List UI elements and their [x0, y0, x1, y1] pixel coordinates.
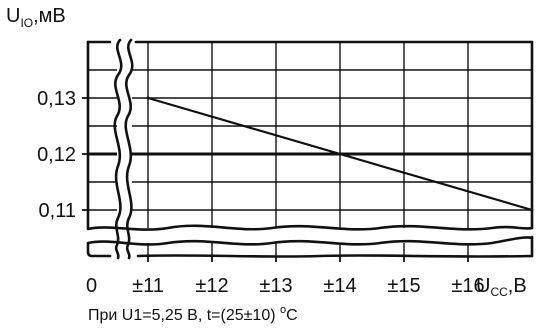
y-axis-title-unit: ,мВ	[33, 5, 66, 27]
x-tick-label-3: ±14	[323, 275, 356, 297]
axis-ticks	[82, 97, 469, 262]
y-axis-title-subscript: IO	[20, 16, 33, 30]
footnote-degree: o	[280, 304, 286, 316]
left-axis	[86, 40, 112, 258]
x-tick-label-4: ±15	[387, 275, 420, 297]
tick-labels: 0,11 0,12 0,13 ±11 ±12 ±13 ±14 ±15 ±16	[37, 88, 485, 297]
grid	[88, 42, 532, 256]
y-axis-break-top	[86, 224, 534, 231]
x-axis-break-right	[124, 38, 134, 260]
footnote-tail: C	[286, 307, 298, 324]
x-axis-title-subscript: CC	[490, 285, 508, 299]
y-axis-title-main: U	[6, 5, 20, 27]
series-point-0-1	[530, 208, 534, 212]
x-tick-label-zero: 0	[86, 275, 97, 297]
y-axis-title: UIO,мВ	[6, 5, 66, 30]
x-tick-label-1: ±12	[195, 275, 228, 297]
x-tick-label-0: ±11	[132, 275, 164, 297]
y-tick-label-2: 0,13	[37, 88, 76, 110]
x-axis-title: UCC,В	[476, 275, 527, 299]
x-axis-title-main: U	[476, 275, 490, 297]
x-axis-break-left	[113, 38, 123, 260]
y-axis-break-bottom	[86, 236, 534, 246]
series-line-0	[147, 96, 533, 212]
x-tick-label-2: ±13	[259, 275, 292, 297]
bottom-axis	[136, 254, 534, 258]
y-tick-label-0: 0,11	[39, 200, 76, 222]
y-tick-label-1: 0,12	[37, 144, 76, 166]
footnote-main: При U1=5,25 В, t=(25±10)	[88, 307, 280, 324]
series	[146, 96, 534, 212]
x-tick-label-5: ±16	[451, 275, 484, 297]
series-point-0-0	[146, 96, 150, 100]
plot-frame	[86, 38, 534, 260]
footnote: При U1=5,25 В, t=(25±10) oC	[88, 304, 298, 324]
x-axis-title-unit: ,В	[508, 275, 527, 297]
